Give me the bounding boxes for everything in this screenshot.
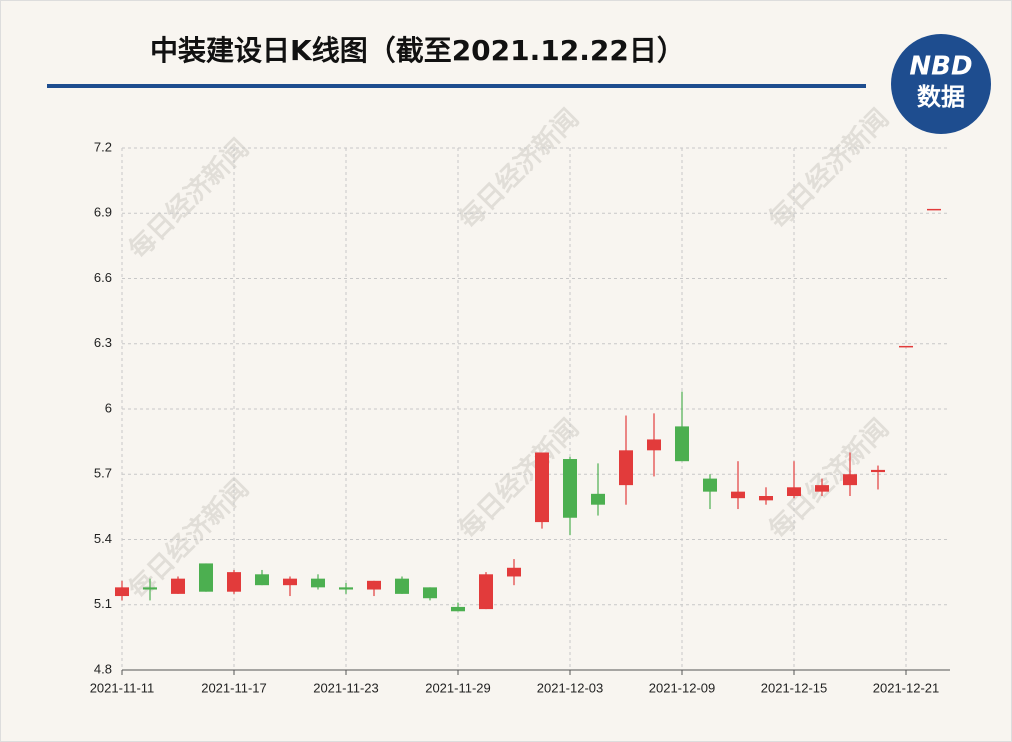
- candle-body: [311, 578, 325, 588]
- candle-body: [143, 587, 157, 590]
- x-tick-label: 2021-12-21: [873, 680, 940, 695]
- candle-body: [255, 574, 269, 586]
- chart-title: 中装建设日K线图（截至2021.12.22日）: [150, 34, 685, 67]
- candle-body: [479, 574, 493, 610]
- candle-body: [367, 580, 381, 590]
- x-tick-label: 2021-12-03: [537, 680, 604, 695]
- x-tick-label: 2021-12-15: [761, 680, 828, 695]
- candle-body: [787, 487, 801, 496]
- candle-body: [227, 572, 241, 592]
- candle-body: [171, 578, 185, 594]
- candle-body: [647, 439, 661, 451]
- y-tick-label: 6.6: [94, 270, 112, 285]
- candle-body: [199, 563, 213, 592]
- candle-body: [507, 567, 521, 577]
- candle-body: [899, 345, 913, 348]
- candle-body: [115, 587, 129, 597]
- logo: [891, 34, 991, 134]
- logo-text: 数据: [917, 83, 965, 111]
- logo-text: NBD: [909, 52, 972, 82]
- candle-body: [619, 450, 633, 486]
- candle-body: [563, 459, 577, 518]
- candle-body: [731, 491, 745, 499]
- candle-body: [927, 208, 941, 211]
- candle-body: [703, 478, 717, 492]
- x-tick-label: 2021-11-23: [313, 680, 379, 695]
- candle-body: [451, 606, 465, 612]
- title-underline: [47, 84, 866, 88]
- y-tick-label: 4.8: [94, 661, 112, 676]
- x-tick-label: 2021-11-17: [201, 680, 267, 695]
- candle-body: [675, 426, 689, 462]
- y-tick-label: 5.7: [94, 466, 112, 481]
- x-tick-label: 2021-12-09: [649, 680, 716, 695]
- y-tick-label: 6.3: [94, 335, 112, 350]
- y-tick-label: 6.9: [94, 205, 112, 220]
- y-tick-label: 7.2: [94, 139, 112, 154]
- candle-body: [815, 485, 829, 492]
- candle-body: [339, 587, 353, 590]
- candle-body: [871, 469, 885, 473]
- y-tick-label: 5.1: [94, 596, 112, 611]
- candle-body: [535, 452, 549, 523]
- candle-body: [843, 474, 857, 486]
- candle-body: [591, 493, 605, 505]
- candle-body: [423, 587, 437, 599]
- candle-body: [283, 578, 297, 586]
- y-tick-label: 5.4: [94, 531, 112, 546]
- y-tick-label: 6: [105, 400, 112, 415]
- candle-body: [759, 496, 773, 501]
- candle-body: [395, 578, 409, 594]
- x-tick-label: 2021-11-29: [425, 680, 491, 695]
- x-tick-label: 2021-11-11: [90, 680, 155, 695]
